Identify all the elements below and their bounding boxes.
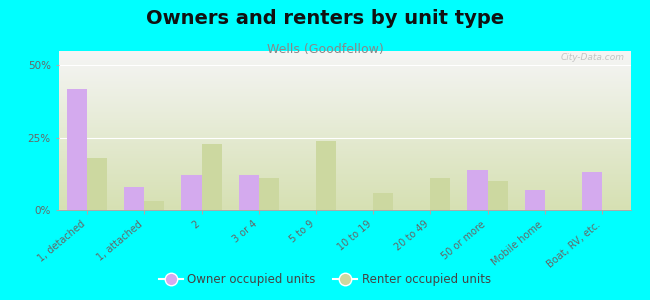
- Bar: [87, 158, 107, 210]
- Text: City-Data.com: City-Data.com: [561, 52, 625, 62]
- Text: Wells (Goodfellow): Wells (Goodfellow): [266, 44, 384, 56]
- Bar: [124, 187, 144, 210]
- Bar: [67, 88, 87, 210]
- Bar: [144, 201, 164, 210]
- Bar: [467, 169, 488, 210]
- Bar: [259, 178, 279, 210]
- Bar: [202, 143, 222, 210]
- Bar: [430, 178, 450, 210]
- Bar: [373, 193, 393, 210]
- Text: Owners and renters by unit type: Owners and renters by unit type: [146, 9, 504, 28]
- Bar: [582, 172, 602, 210]
- Legend: Owner occupied units, Renter occupied units: Owner occupied units, Renter occupied un…: [154, 269, 496, 291]
- Bar: [239, 175, 259, 210]
- Bar: [525, 190, 545, 210]
- Bar: [316, 141, 336, 210]
- Bar: [488, 181, 508, 210]
- Bar: [181, 175, 202, 210]
